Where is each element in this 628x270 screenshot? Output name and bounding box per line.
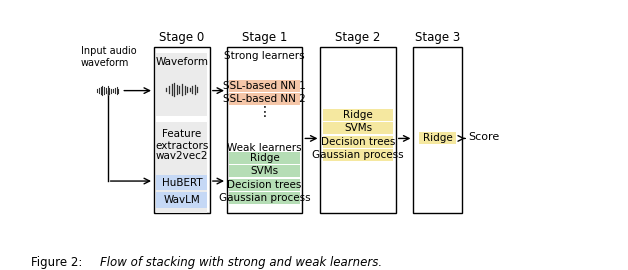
- Text: Stage 1: Stage 1: [242, 31, 288, 44]
- Bar: [323, 109, 393, 121]
- Text: Gaussian process: Gaussian process: [219, 193, 310, 203]
- Bar: [229, 80, 300, 92]
- Text: Gaussian process: Gaussian process: [312, 150, 404, 160]
- Text: SVMs: SVMs: [251, 166, 279, 176]
- Text: Strong learners: Strong learners: [224, 51, 305, 61]
- Bar: [229, 93, 300, 105]
- Text: Ridge: Ridge: [344, 110, 373, 120]
- Text: Flow of stacking with strong and weak learners.: Flow of stacking with strong and weak le…: [100, 256, 382, 269]
- Text: Weak learners: Weak learners: [227, 143, 302, 153]
- Bar: [229, 192, 300, 204]
- Bar: [227, 47, 303, 213]
- Text: Feature
extractors: Feature extractors: [155, 129, 208, 151]
- Bar: [154, 47, 210, 213]
- Text: Stage 2: Stage 2: [335, 31, 381, 44]
- Bar: [229, 165, 300, 177]
- Bar: [413, 47, 462, 213]
- Bar: [156, 193, 207, 208]
- Text: Figure 2:: Figure 2:: [31, 256, 90, 269]
- Text: HuBERT: HuBERT: [161, 178, 202, 188]
- Bar: [156, 53, 207, 116]
- Text: Stage 0: Stage 0: [160, 31, 205, 44]
- Bar: [156, 122, 207, 213]
- Bar: [156, 175, 207, 190]
- Bar: [420, 131, 456, 144]
- Text: WavLM: WavLM: [163, 195, 200, 205]
- Text: wav2vec2: wav2vec2: [156, 151, 208, 161]
- Text: Score: Score: [468, 132, 499, 142]
- Text: Ridge: Ridge: [250, 153, 279, 163]
- Text: Stage 3: Stage 3: [415, 31, 460, 44]
- Bar: [323, 122, 393, 134]
- Text: Waveform: Waveform: [155, 56, 208, 66]
- Text: Ridge: Ridge: [423, 133, 453, 143]
- Bar: [323, 149, 393, 161]
- Text: SSL-based NN 2: SSL-based NN 2: [224, 94, 306, 104]
- Text: SVMs: SVMs: [344, 123, 372, 133]
- Bar: [229, 152, 300, 164]
- Text: Decision trees: Decision trees: [227, 180, 302, 190]
- Bar: [229, 179, 300, 191]
- Bar: [323, 136, 393, 148]
- Bar: [320, 47, 396, 213]
- Text: Input audio
waveform: Input audio waveform: [81, 46, 136, 68]
- Text: Decision trees: Decision trees: [321, 137, 395, 147]
- Text: SSL-based NN 1: SSL-based NN 1: [224, 81, 306, 91]
- Text: ⋮: ⋮: [257, 106, 271, 119]
